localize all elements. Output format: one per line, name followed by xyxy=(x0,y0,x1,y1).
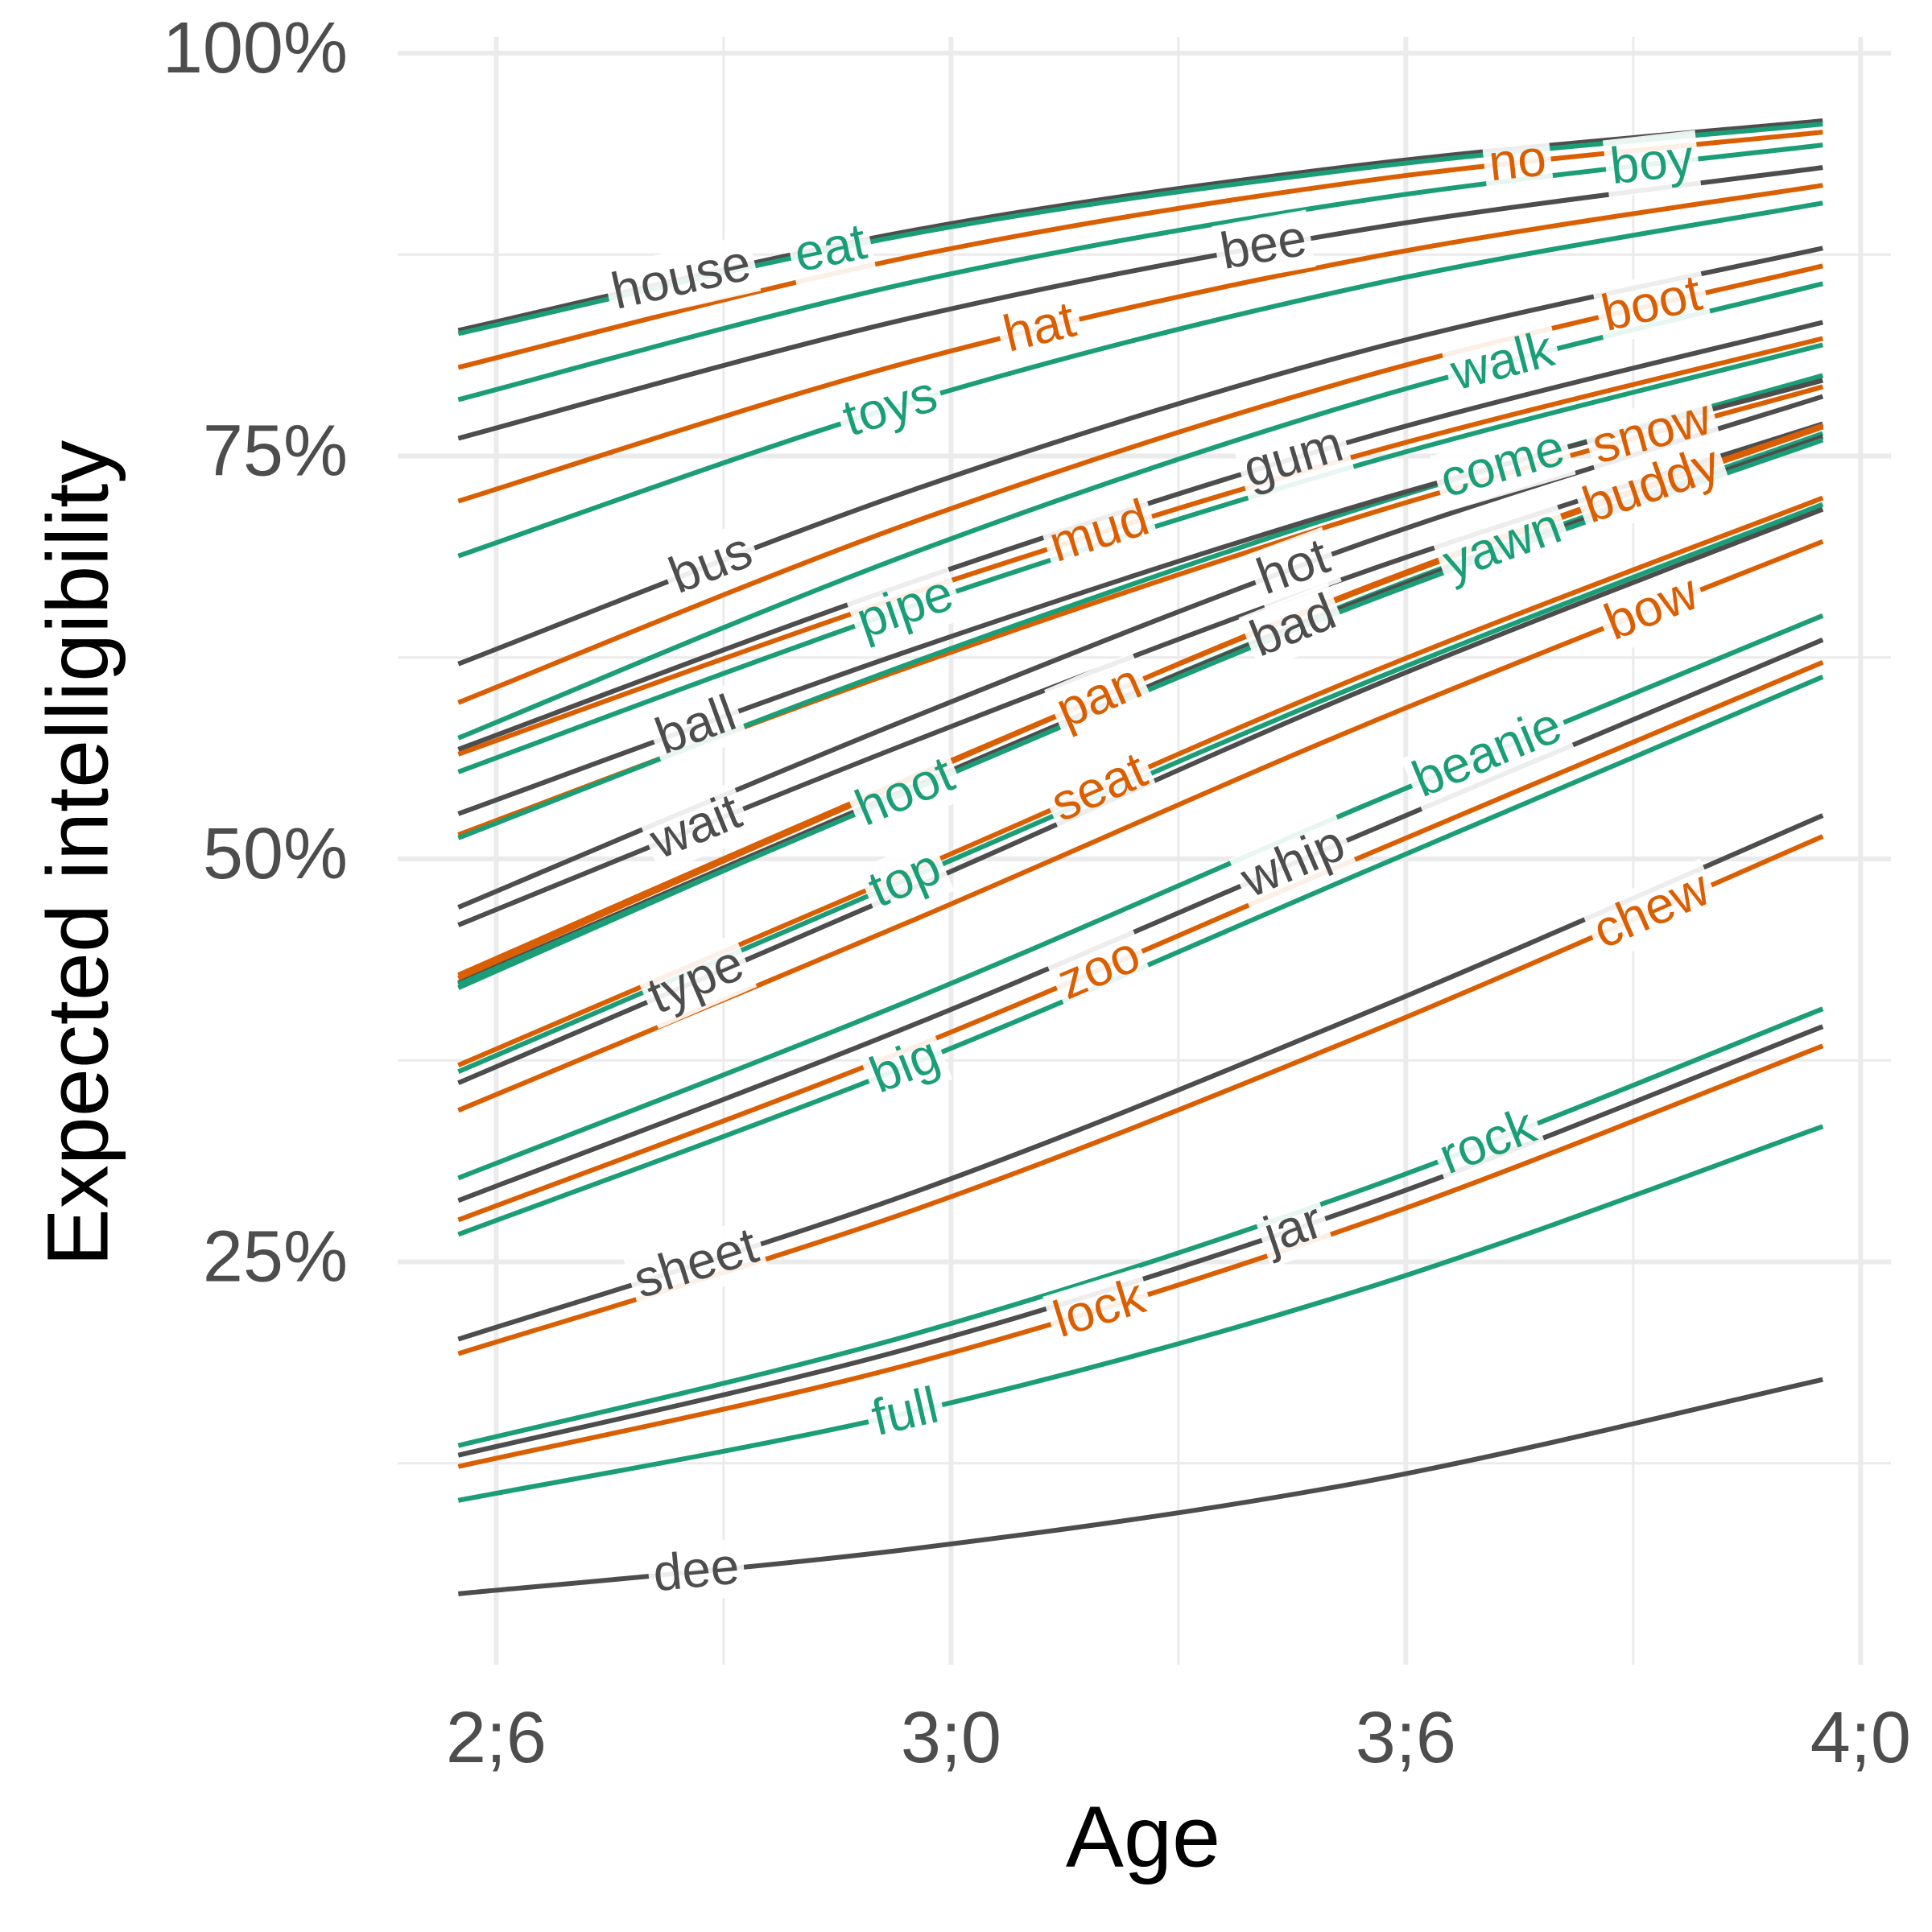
label-background xyxy=(1044,652,1155,744)
label-background xyxy=(1232,415,1355,502)
label-background xyxy=(1592,563,1711,655)
line-label: dee xyxy=(646,1537,747,1606)
label-background xyxy=(1038,489,1161,577)
line-label-text: eat xyxy=(789,212,871,283)
label-background xyxy=(1481,130,1554,196)
label-background xyxy=(858,1025,953,1108)
x-tick-label: 4;0 xyxy=(1810,1698,1911,1778)
label-background xyxy=(1253,1191,1335,1268)
x-tick-label: 2;6 xyxy=(446,1698,547,1778)
line-label-text: boy xyxy=(1608,128,1697,195)
line-label-text: no xyxy=(1486,128,1550,192)
label-background xyxy=(1042,1267,1157,1352)
label-background xyxy=(843,745,968,841)
line xyxy=(457,183,1823,504)
line xyxy=(457,1124,1824,1503)
line xyxy=(457,200,1823,559)
label-background xyxy=(644,683,749,770)
line-label-text: full xyxy=(866,1376,943,1447)
x-axis-title: Age xyxy=(1066,1788,1220,1885)
x-tick-label: 3;0 xyxy=(901,1698,1001,1778)
label-background xyxy=(622,1216,770,1314)
label-background xyxy=(857,837,955,923)
label-background xyxy=(646,1538,747,1606)
label-background xyxy=(1238,582,1349,672)
label-background xyxy=(1602,130,1702,199)
label-background xyxy=(845,564,966,654)
label-background xyxy=(638,782,754,874)
label-background xyxy=(657,521,766,609)
y-axis-title: Expected intelligibility xyxy=(29,440,126,1267)
line xyxy=(457,613,1824,1181)
label-background xyxy=(1429,419,1576,513)
label-background xyxy=(1038,741,1161,837)
label-background xyxy=(1571,434,1733,539)
line-label: full xyxy=(861,1376,949,1451)
label-background xyxy=(1580,858,1724,964)
label-background xyxy=(1427,1096,1549,1190)
line-label: boot xyxy=(1591,263,1712,346)
y-tick-label: 75% xyxy=(203,411,348,491)
line-label: eat xyxy=(785,212,877,287)
line-label: hat xyxy=(993,290,1087,367)
line-label: no xyxy=(1481,128,1554,196)
label-background xyxy=(1591,264,1712,346)
y-tick-label: 25% xyxy=(203,1216,348,1297)
label-background xyxy=(993,291,1087,367)
label-background xyxy=(635,933,758,1030)
axes: Age Expected intelligibility 2;6 3;0 3;6 4;… xyxy=(29,8,1911,1885)
label-background xyxy=(1228,813,1359,913)
y-tick-label: 100% xyxy=(163,8,348,89)
line-label: boy xyxy=(1602,128,1702,199)
y-tick-label: 50% xyxy=(203,814,348,894)
label-background xyxy=(1212,209,1316,284)
line-label-text: dee xyxy=(650,1537,741,1603)
label-background xyxy=(1581,388,1723,479)
label-background xyxy=(601,233,762,324)
line-label: come xyxy=(1429,418,1576,513)
label-background xyxy=(1431,496,1574,596)
label-background xyxy=(861,1377,949,1451)
x-tick-label: 3;6 xyxy=(1356,1698,1456,1778)
line-label: bee xyxy=(1212,208,1316,284)
line xyxy=(457,637,1824,1203)
label-background xyxy=(785,213,877,287)
line xyxy=(457,1006,1824,1448)
label-background xyxy=(1401,696,1575,813)
label-background xyxy=(1440,320,1565,405)
label-background xyxy=(832,365,949,452)
line-label: jar xyxy=(1253,1191,1335,1268)
label-background xyxy=(1045,924,1154,1015)
